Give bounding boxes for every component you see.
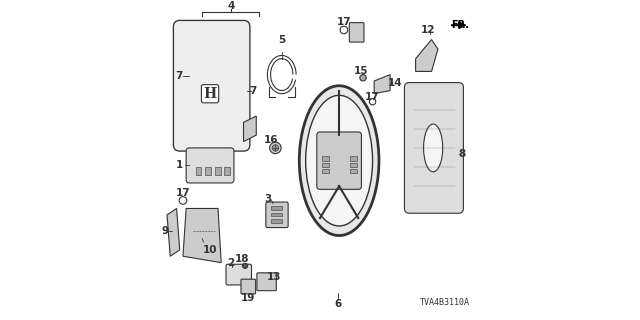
Text: 14: 14 <box>388 77 402 88</box>
FancyBboxPatch shape <box>186 148 234 183</box>
Bar <box>349 163 356 167</box>
Ellipse shape <box>300 86 379 236</box>
Text: 3: 3 <box>265 194 272 204</box>
FancyBboxPatch shape <box>226 264 252 285</box>
Bar <box>271 212 282 216</box>
FancyBboxPatch shape <box>241 279 255 294</box>
Polygon shape <box>374 75 390 94</box>
Text: 19: 19 <box>241 293 255 303</box>
FancyBboxPatch shape <box>173 20 250 151</box>
Circle shape <box>369 99 376 105</box>
Polygon shape <box>183 208 221 263</box>
Circle shape <box>179 197 187 204</box>
Polygon shape <box>415 40 438 71</box>
Text: 10: 10 <box>203 245 218 255</box>
Bar <box>271 206 282 210</box>
FancyBboxPatch shape <box>317 132 362 189</box>
Ellipse shape <box>424 124 443 172</box>
Ellipse shape <box>306 95 372 226</box>
Text: 16: 16 <box>263 135 278 145</box>
Circle shape <box>340 26 348 34</box>
Text: 17: 17 <box>175 188 190 197</box>
Text: H: H <box>204 87 216 101</box>
Text: 13: 13 <box>266 272 281 282</box>
Text: 17: 17 <box>337 17 351 27</box>
Bar <box>225 167 230 175</box>
Text: 12: 12 <box>421 25 436 35</box>
Circle shape <box>272 145 278 151</box>
Text: 5: 5 <box>278 35 285 44</box>
Text: 8: 8 <box>458 149 465 159</box>
Bar <box>321 156 328 161</box>
FancyBboxPatch shape <box>404 83 463 213</box>
Text: 17: 17 <box>365 92 380 102</box>
Text: FR.: FR. <box>451 20 469 30</box>
Polygon shape <box>243 116 256 141</box>
FancyBboxPatch shape <box>266 202 288 228</box>
Text: 7: 7 <box>250 85 257 96</box>
Text: 9: 9 <box>162 226 169 236</box>
Polygon shape <box>167 208 180 256</box>
Text: 1: 1 <box>176 160 184 171</box>
Bar <box>349 169 356 173</box>
Bar <box>196 167 202 175</box>
Bar <box>321 169 328 173</box>
Circle shape <box>243 263 248 268</box>
Bar <box>349 156 356 161</box>
Circle shape <box>269 142 281 154</box>
Text: 18: 18 <box>235 254 249 264</box>
Text: 7: 7 <box>175 71 183 81</box>
Text: 4: 4 <box>227 1 234 11</box>
Text: TVA4B3110A: TVA4B3110A <box>420 298 470 307</box>
Text: 2: 2 <box>227 258 234 268</box>
Text: 6: 6 <box>334 299 341 309</box>
FancyBboxPatch shape <box>349 23 364 42</box>
Bar <box>321 163 328 167</box>
Circle shape <box>360 75 366 81</box>
FancyBboxPatch shape <box>257 273 276 291</box>
Bar <box>271 219 282 223</box>
Text: 15: 15 <box>354 67 369 76</box>
Bar <box>205 167 211 175</box>
Bar <box>215 167 221 175</box>
